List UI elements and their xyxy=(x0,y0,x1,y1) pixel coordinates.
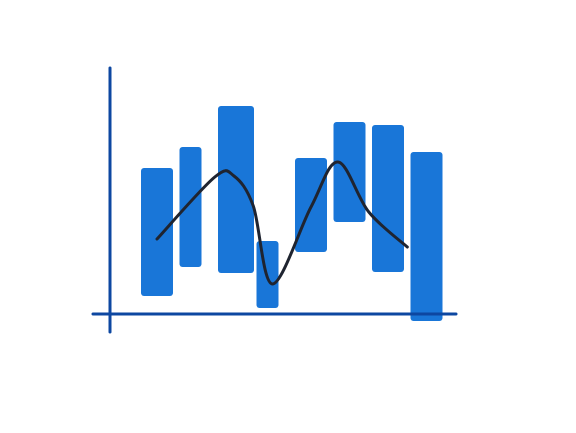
bar-1 xyxy=(141,168,173,296)
bar-8 xyxy=(410,152,443,321)
trend-line xyxy=(155,160,409,286)
bars xyxy=(141,106,443,321)
bar-3 xyxy=(218,106,254,273)
bar-2 xyxy=(179,147,202,267)
bar-6 xyxy=(333,122,366,222)
bar-7 xyxy=(372,125,404,272)
